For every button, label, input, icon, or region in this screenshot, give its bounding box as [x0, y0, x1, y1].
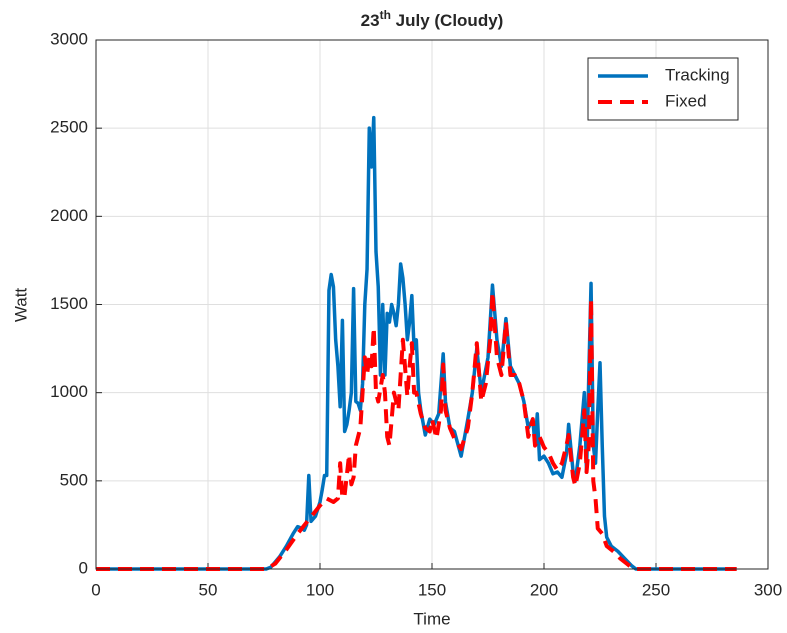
y-axis-label: Watt [11, 288, 30, 323]
y-tick-label: 2000 [50, 206, 88, 225]
x-tick-label: 200 [530, 580, 558, 599]
x-tick-label: 0 [91, 580, 100, 599]
y-tick-label: 1500 [50, 294, 88, 313]
title-rest: July (Cloudy) [391, 11, 503, 30]
y-tick-label: 2500 [50, 118, 88, 137]
x-tick-label: 50 [199, 580, 218, 599]
plot-border [95, 39, 769, 570]
series-line [96, 290, 737, 571]
y-tick-label: 3000 [50, 29, 88, 48]
legend-label: Tracking [665, 65, 730, 84]
title-sup: th [380, 8, 391, 22]
x-tick-label: 100 [306, 580, 334, 599]
x-axis-label: Time [413, 609, 450, 628]
x-tick-label: 250 [642, 580, 670, 599]
title-main: 23 [361, 11, 380, 30]
x-tick-label: 150 [418, 580, 446, 599]
y-tick-label: 0 [79, 558, 88, 577]
chart-title: 23th July (Cloudy) [361, 8, 504, 30]
y-tick-label: 1000 [50, 382, 88, 401]
legend-box [587, 57, 739, 121]
legend-label: Fixed [665, 91, 707, 110]
x-tick-label: 300 [754, 580, 782, 599]
y-tick-label: 500 [60, 470, 88, 489]
